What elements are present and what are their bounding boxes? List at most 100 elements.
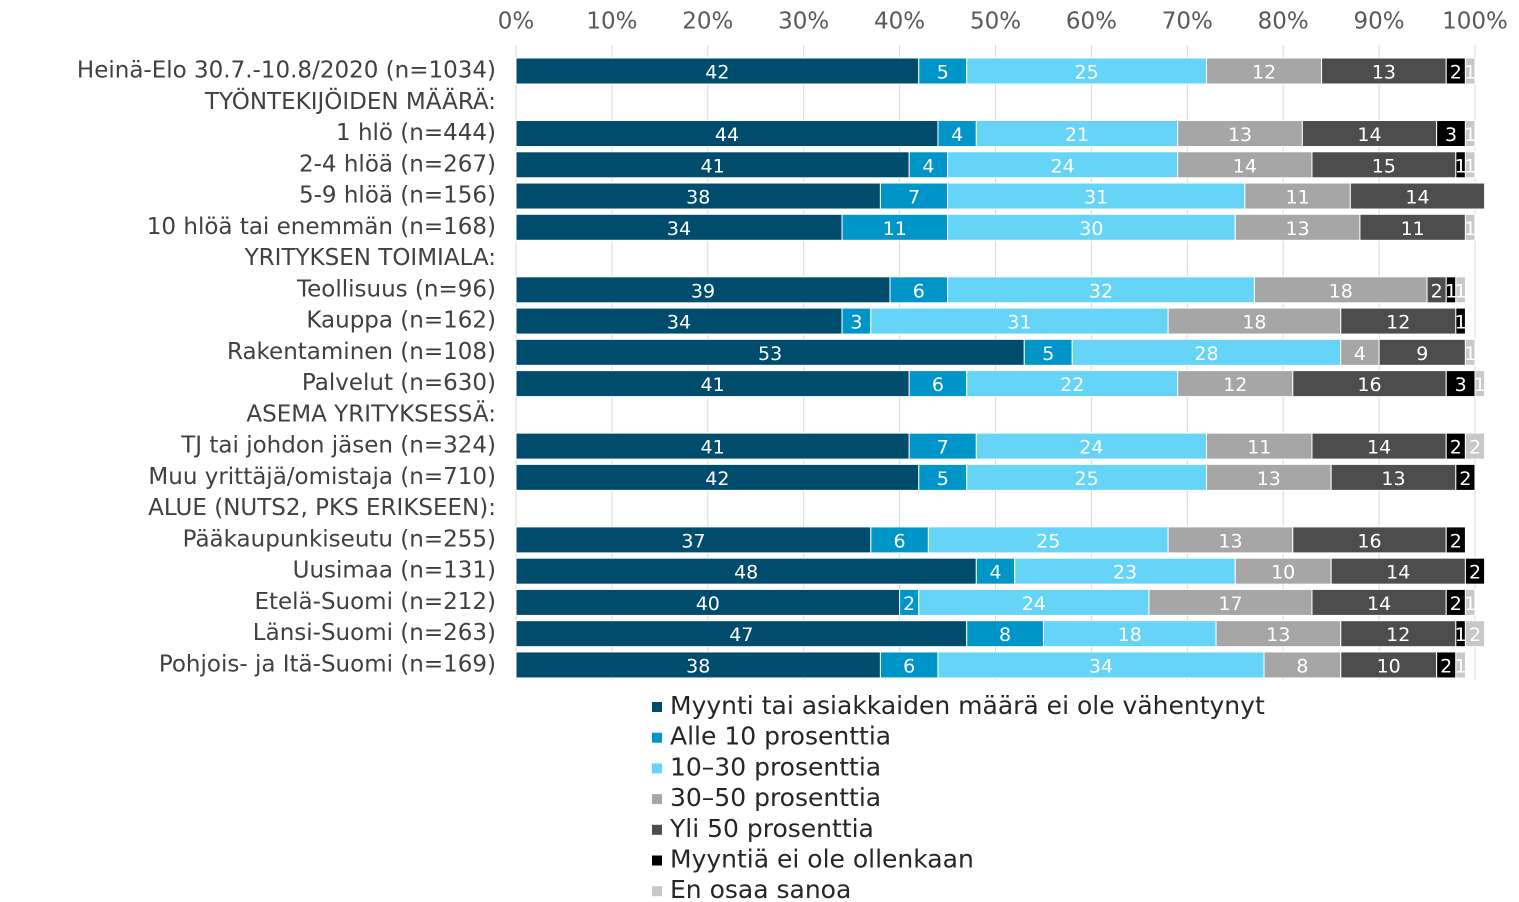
data-label: 1 xyxy=(1455,624,1467,646)
data-label: 2 xyxy=(1459,468,1471,490)
data-label: 2 xyxy=(1450,593,1462,615)
data-label: 14 xyxy=(1233,155,1257,177)
bar-segment xyxy=(1464,151,1476,179)
bar-segment xyxy=(1464,432,1486,460)
data-label: 14 xyxy=(1405,187,1429,209)
data-label: 13 xyxy=(1266,624,1290,646)
data-label: 18 xyxy=(1329,280,1353,302)
data-label: 1 xyxy=(1455,312,1467,334)
bar-segment xyxy=(1167,307,1342,335)
data-label: 4 xyxy=(989,562,1001,584)
data-label: 13 xyxy=(1218,530,1242,552)
data-label: 1 xyxy=(1445,280,1457,302)
bar-segment xyxy=(1292,370,1447,398)
data-label: 1 xyxy=(1464,62,1476,84)
data-label: 5 xyxy=(937,468,949,490)
x-tick-label: 0% xyxy=(498,9,535,35)
data-label: 6 xyxy=(894,530,906,552)
data-label: 34 xyxy=(1089,655,1113,677)
data-label: 42 xyxy=(705,62,729,84)
data-label: 23 xyxy=(1113,562,1137,584)
bar-segment xyxy=(927,526,1169,554)
data-label: 2 xyxy=(1469,437,1481,459)
category-label: Pääkaupunkiseutu (n=255) xyxy=(183,526,496,552)
data-label: 2 xyxy=(1450,62,1462,84)
category-label: YRITYKSEN TOIMIALA: xyxy=(244,245,496,271)
data-label: 6 xyxy=(903,655,915,677)
bar-segment xyxy=(1205,432,1313,460)
bar-segment xyxy=(1436,120,1466,148)
data-label: 25 xyxy=(1036,530,1060,552)
legend-swatch xyxy=(652,855,662,866)
bar-segment xyxy=(1311,151,1457,179)
bar-segment xyxy=(1330,557,1466,585)
data-label: 15 xyxy=(1372,155,1396,177)
data-label: 7 xyxy=(908,187,920,209)
bar-segment xyxy=(1177,151,1313,179)
data-label: 3 xyxy=(1455,374,1467,396)
bar-segment xyxy=(908,370,968,398)
data-label: 17 xyxy=(1218,593,1242,615)
data-label: 4 xyxy=(1354,343,1366,365)
data-label: 18 xyxy=(1242,312,1266,334)
bar-segment xyxy=(1464,557,1486,585)
bar-segment xyxy=(947,182,1246,210)
bar-segment xyxy=(975,557,1016,585)
legend-label: En osaa sanoa xyxy=(670,875,851,902)
data-label: 12 xyxy=(1252,62,1276,84)
legend-swatch xyxy=(652,702,662,712)
bar-segment xyxy=(966,463,1207,491)
bar-segment xyxy=(841,307,872,335)
x-tick-label: 100% xyxy=(1442,9,1508,35)
data-label: 1 xyxy=(1464,343,1476,365)
data-label: 4 xyxy=(951,124,963,146)
data-label: 14 xyxy=(1367,593,1391,615)
data-label: 34 xyxy=(667,218,691,240)
bar-segment xyxy=(515,370,910,398)
bar-segment xyxy=(1205,57,1323,85)
data-label: 1 xyxy=(1474,374,1486,396)
legend-label: Myyntiä ei ole ollenkaan xyxy=(670,845,974,874)
legend-swatch xyxy=(652,886,662,897)
data-label: 3 xyxy=(1445,124,1457,146)
x-tick-label: 80% xyxy=(1258,9,1309,35)
legend-swatch xyxy=(652,794,662,805)
x-tick-label: 60% xyxy=(1066,9,1117,35)
bar-segment xyxy=(1253,276,1428,304)
category-label: Kauppa (n=162) xyxy=(306,308,496,334)
legend-label: 10–30 prosenttia xyxy=(670,752,881,781)
bar-segment xyxy=(975,432,1207,460)
bar-segment xyxy=(1359,213,1466,241)
bar-segment xyxy=(1455,651,1466,679)
bar-segment xyxy=(1474,370,1486,398)
data-label: 18 xyxy=(1118,624,1142,646)
bar-segment xyxy=(1455,463,1476,491)
data-label: 13 xyxy=(1228,124,1252,146)
data-label: 22 xyxy=(1060,374,1084,396)
data-label: 38 xyxy=(686,187,710,209)
bar-segment xyxy=(947,276,1255,304)
data-label: 1 xyxy=(1464,124,1476,146)
bar-segment xyxy=(1177,370,1294,398)
category-label: Länsi-Suomi (n=263) xyxy=(253,620,496,646)
bar-segment xyxy=(908,432,977,460)
legend-label: Yli 50 prosenttia xyxy=(669,814,874,843)
x-tick-label: 70% xyxy=(1162,9,1213,35)
data-label: 3 xyxy=(850,312,862,334)
data-label: 24 xyxy=(1079,437,1103,459)
data-label: 2 xyxy=(903,593,915,615)
bar-segment xyxy=(1234,557,1332,585)
bar-segment xyxy=(515,557,977,585)
data-label: 1 xyxy=(1464,155,1476,177)
data-label: 1 xyxy=(1455,655,1467,677)
data-label: 14 xyxy=(1386,562,1410,584)
data-label: 16 xyxy=(1357,530,1381,552)
x-tick-label: 30% xyxy=(778,9,829,35)
data-label: 1 xyxy=(1455,280,1467,302)
bar-segment xyxy=(1445,370,1476,398)
data-label: 1 xyxy=(1455,155,1467,177)
data-label: 11 xyxy=(1401,218,1425,240)
bar-segment xyxy=(515,432,910,460)
data-label: 28 xyxy=(1194,343,1218,365)
